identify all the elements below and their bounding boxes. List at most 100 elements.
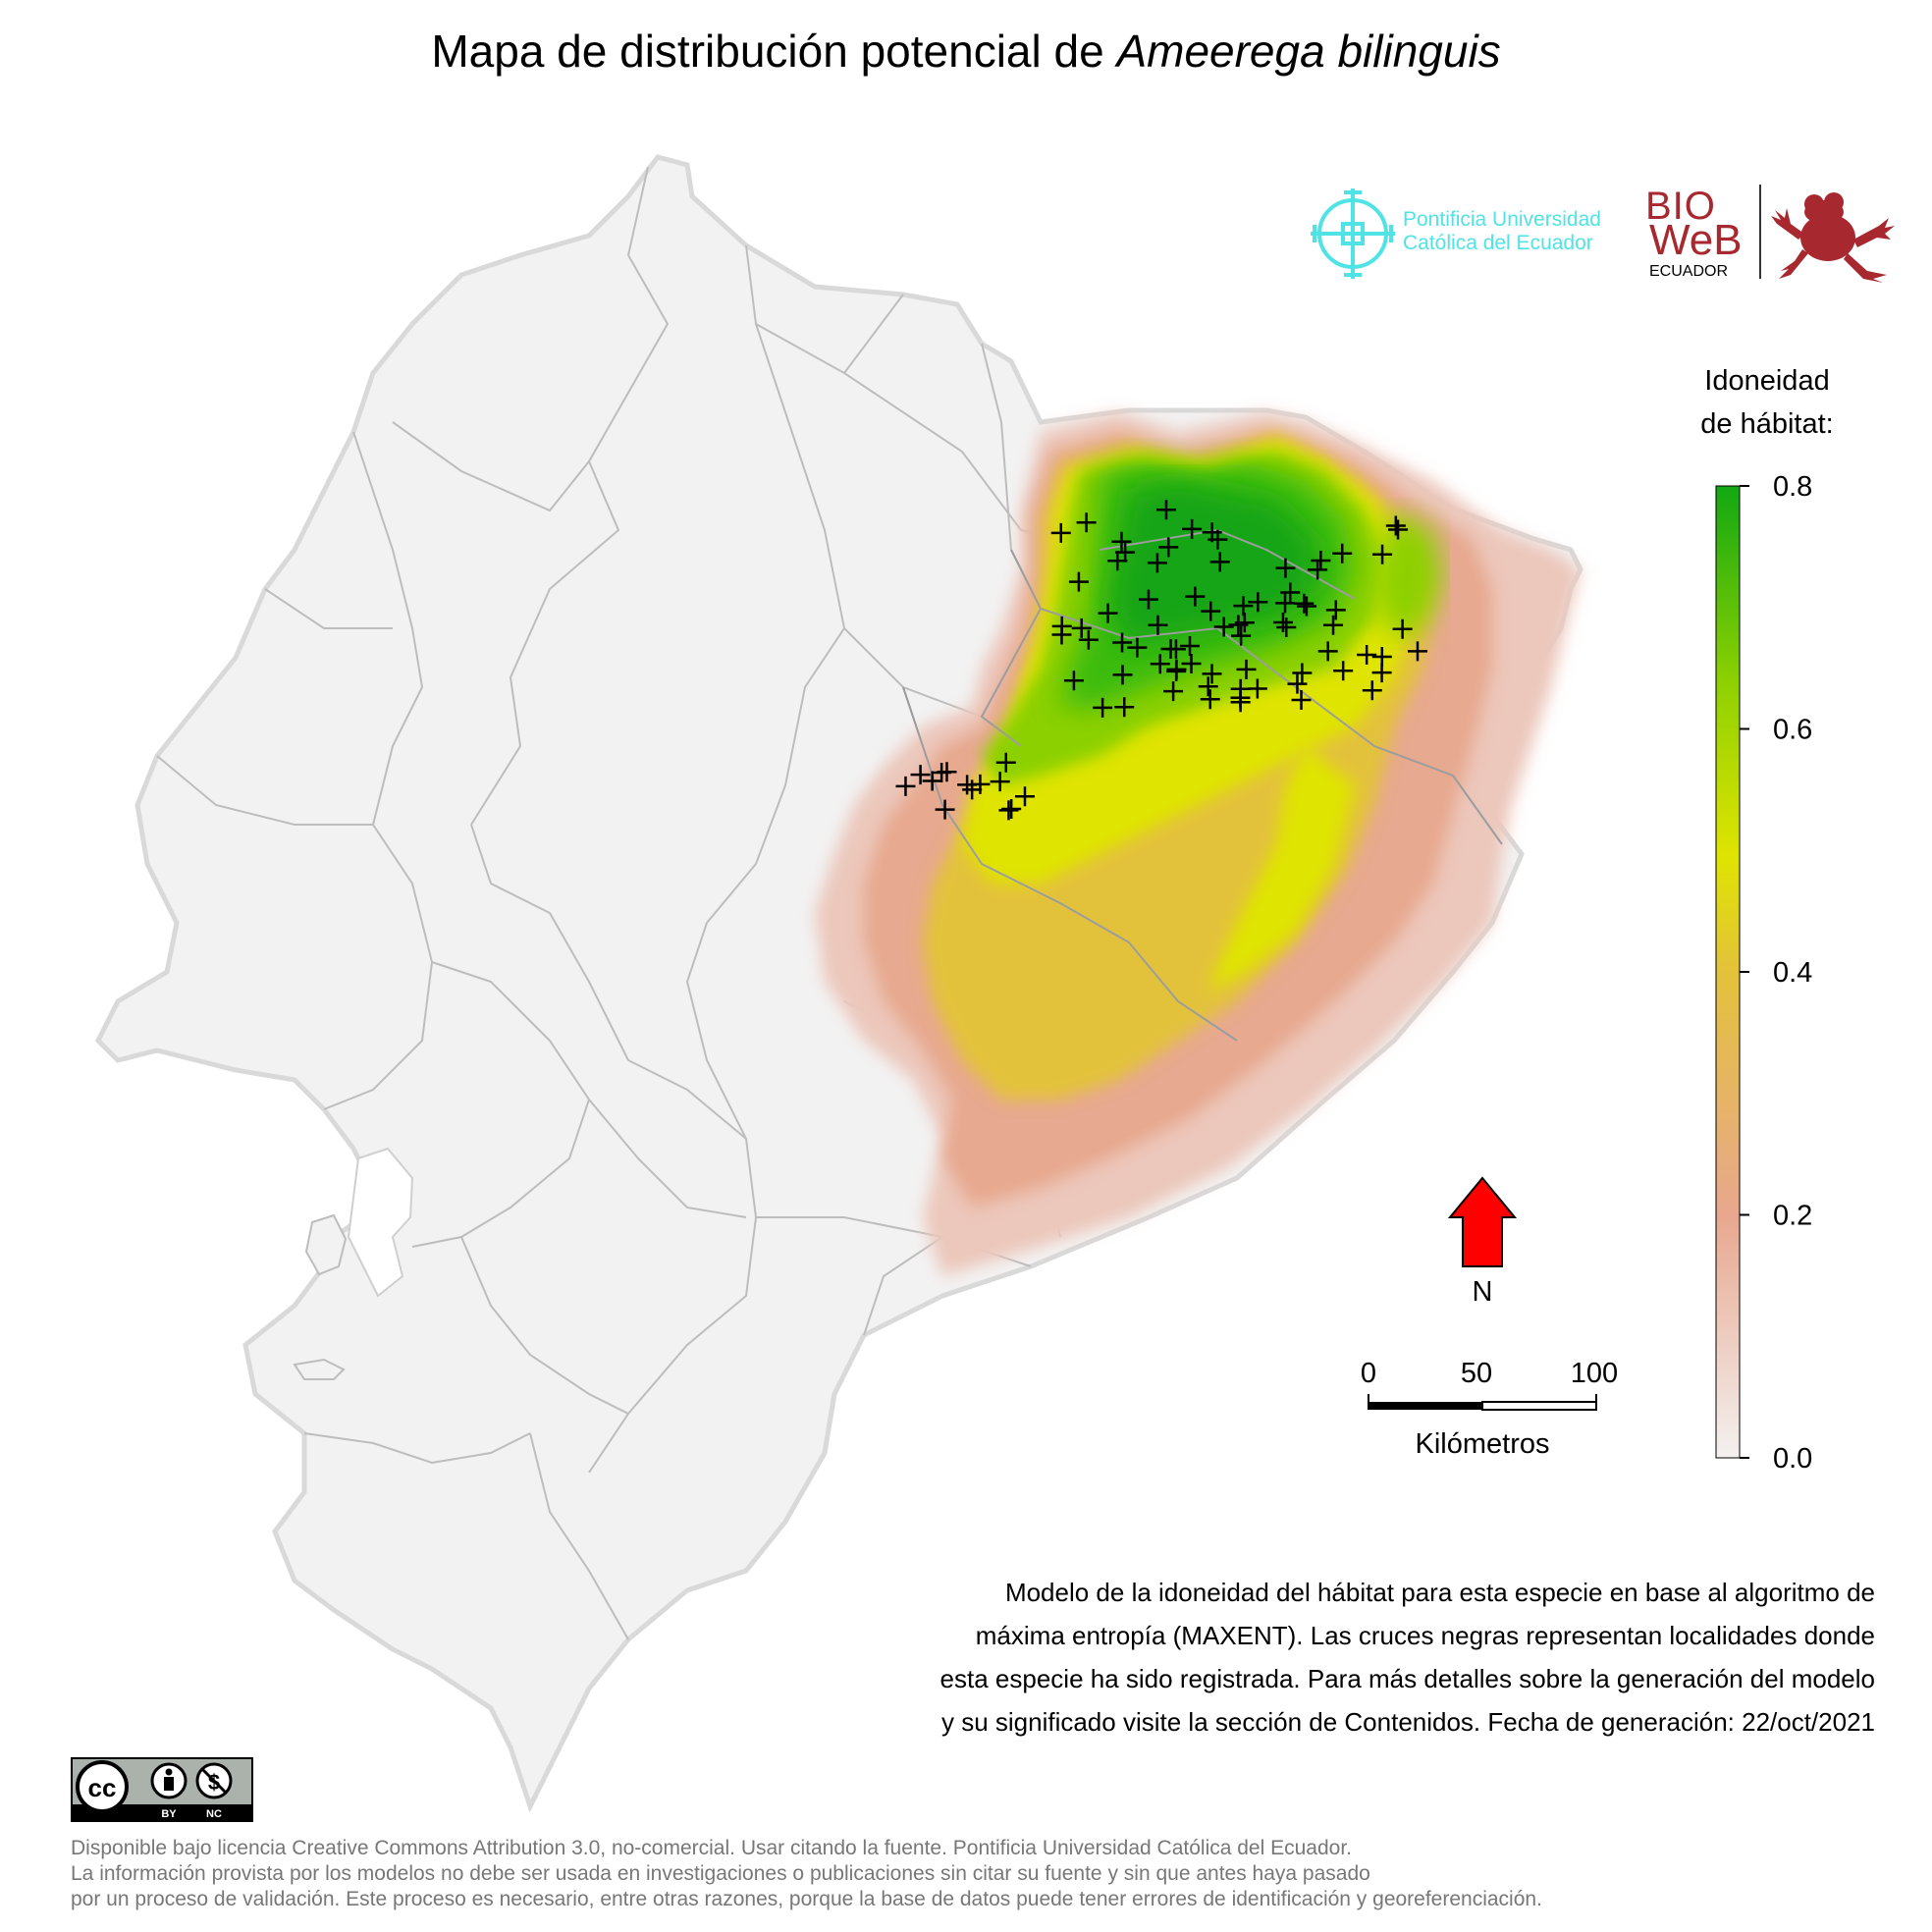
occurrence-cross [1001,798,1022,819]
occurrence-cross [922,771,942,791]
map-title: Mapa de distribución potencial de Ameere… [0,22,1932,80]
occurrence-cross [1201,601,1221,621]
occurrence-cross [1317,641,1338,662]
occurrence-cross [1325,600,1346,620]
legend-colorbar: 0.8 0.6 0.4 0.2 0.0 [1715,471,1812,1475]
model-caption: Modelo de la idoneidad del hábitat para … [746,1571,1875,1744]
scale-label-50: 50 [1461,1358,1492,1389]
occurrence-cross [1150,654,1170,674]
occurrence-cross [1276,617,1297,638]
occurrence-cross [1093,697,1113,718]
occurrence-cross [1236,659,1257,679]
occurrence-cross [1247,678,1267,699]
legend-title: Idoneidad de hábitat: [1659,359,1875,446]
license-line: La información provista por los modelos … [71,1862,1370,1885]
puce-name-line1: Pontificia Universidad [1403,208,1601,231]
scale-bar-white [1481,1401,1597,1411]
occurrence-cross [1291,690,1312,711]
occurrence-cross [990,772,1010,792]
occurrence-cross [1272,613,1293,633]
legend-title-line1: Idoneidad [1704,365,1830,397]
occurrence-cross [1098,603,1118,623]
occurrence-cross [935,799,955,820]
occurrence-cross [1371,663,1392,683]
occurrence-cross [1198,676,1218,697]
legend-tick-label: 0.8 [1773,471,1812,503]
puce-logo: Pontificia Universidad Católica del Ecua… [1309,185,1633,283]
occurrence-cross [1076,512,1097,533]
occurrence-cross [1332,543,1353,564]
occurrence-cross [1392,618,1413,639]
puce-name-line2: Católica del Ecuador [1403,232,1593,254]
occurrence-cross [1051,616,1072,636]
occurrence-cross [1287,673,1308,694]
bioweb-text-web: WeB [1649,216,1743,264]
caption-line: máxima entropía (MAXENT). Las cruces neg… [975,1621,1875,1650]
occurrence-cross [1208,529,1228,550]
occurrence-cross [1181,654,1202,674]
occurrence-cross [998,800,1019,821]
occurrence-cross [1112,665,1133,685]
occurrence-cross [1248,592,1268,613]
occurrence-cross [1209,552,1230,572]
bioweb-logo: BIO WeB ECUADOR [1645,181,1905,289]
occurrence-cross [937,762,957,782]
occurrence-cross [1357,645,1377,666]
scale-bar: 0 50 100 Kilómetros [1361,1358,1618,1460]
occurrence-cross [1111,531,1132,552]
occurrence-cross [957,775,978,795]
occurrence-cross [895,776,916,796]
bioweb-text-bio: BIO [1645,185,1716,228]
legend-tick-label: 0.6 [1773,715,1812,746]
cc-glyph: cc [88,1773,117,1802]
scale-label-0: 0 [1361,1358,1376,1389]
north-label: N [1473,1276,1493,1308]
occurrence-cross [1200,689,1220,710]
frog-icon [1771,192,1895,283]
rivers-and-borders [902,528,1503,1042]
legend-tick-label: 0.2 [1773,1201,1812,1232]
occurrence-cross [1280,582,1301,603]
north-arrow-icon [1447,1176,1518,1267]
occurrence-cross [1166,661,1187,681]
scale-bar-black [1368,1402,1482,1410]
occurrence-cross [1078,629,1099,650]
occurrence-cross [995,752,1016,773]
occurrence-cross [1294,593,1315,614]
title-species: Ameerega bilinguis [1116,26,1501,77]
license-line: Disponible bajo licencia Creative Common… [71,1837,1352,1859]
cc-by-nc-badge[interactable]: cc $ BY NC [71,1757,253,1822]
occurrence-cross [1148,615,1168,635]
occurrence-cross [1333,661,1354,681]
scale-label-100: 100 [1571,1358,1618,1389]
occurrence-cross [1163,681,1184,702]
occurrence-cross [1155,500,1176,520]
occurrence-cross [1114,697,1135,718]
occurrence-cross [1230,678,1251,699]
occurrence-cross [1050,522,1071,543]
occurrence-cross [1231,625,1252,646]
occurrence-cross [1063,671,1084,691]
occurrence-cross [1147,553,1167,573]
occurrence-cross [1213,617,1234,637]
occurrence-cross [1311,551,1331,571]
occurrence-cross [1275,593,1296,614]
occurrence-cross [1180,636,1201,657]
occurrence-cross [1228,615,1249,635]
occurrence-cross [1138,589,1158,610]
occurrence-cross [1372,544,1393,564]
occurrence-cross [1160,639,1181,660]
scale-unit: Kilómetros [1416,1428,1550,1460]
coastal-islets [293,1358,346,1380]
license-text: Disponible bajo licencia Creative Common… [71,1836,1916,1912]
occurrence-cross [1014,786,1035,807]
occurrence-cross [1115,542,1136,563]
occurrence-cross [1323,615,1344,635]
occurrence-cross [1308,560,1328,580]
occurrence-cross [1185,586,1206,607]
occurrence-cross [1112,632,1133,653]
legend-tick-label: 0.4 [1773,957,1812,989]
caption-line: y su significado visite la sección de Co… [940,1707,1875,1737]
